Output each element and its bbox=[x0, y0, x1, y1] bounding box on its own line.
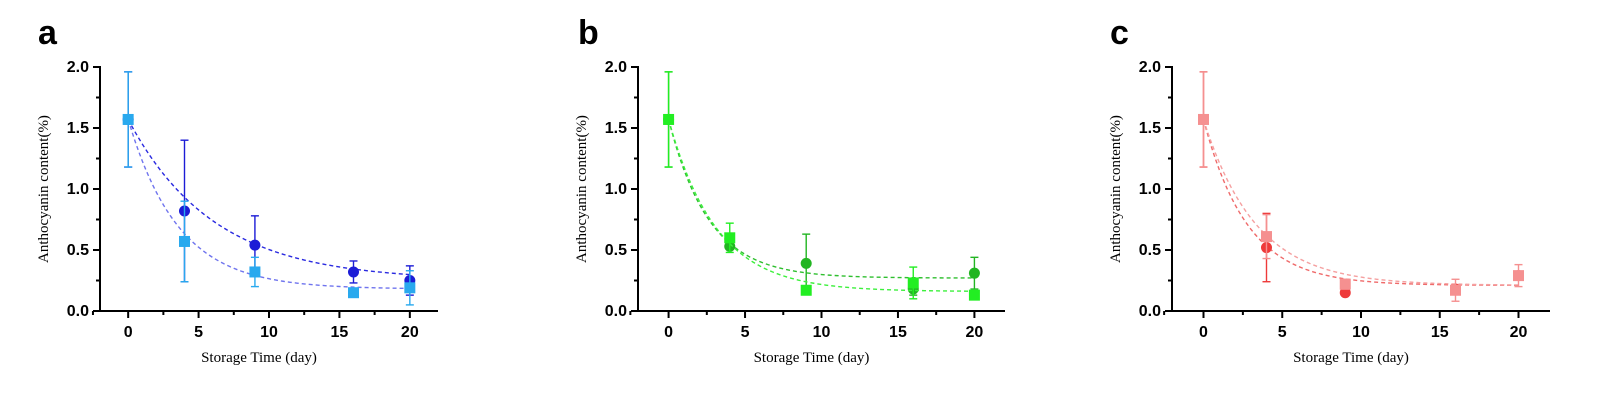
panel-letter: b bbox=[578, 14, 599, 52]
x-tick-label: 15 bbox=[1431, 324, 1449, 341]
fit-curve bbox=[667, 119, 975, 279]
y-tick-label: 1.5 bbox=[1139, 120, 1161, 137]
y-tick-label: 2.0 bbox=[67, 59, 89, 76]
data-point bbox=[800, 257, 812, 269]
data-point bbox=[348, 287, 359, 299]
data-point bbox=[968, 267, 980, 279]
data-point bbox=[1198, 113, 1209, 125]
data-point bbox=[1513, 270, 1524, 282]
series-circle bbox=[1198, 71, 1524, 299]
y-axis-title: Anthocyanin content(%) bbox=[574, 115, 590, 263]
data-point bbox=[724, 232, 736, 244]
data-point bbox=[404, 282, 416, 294]
data-point bbox=[122, 113, 134, 125]
series-square bbox=[122, 71, 416, 306]
data-point bbox=[249, 266, 261, 278]
data-point bbox=[800, 284, 812, 296]
y-tick-label: 1.5 bbox=[605, 120, 627, 137]
data-point bbox=[1450, 284, 1461, 296]
data-point bbox=[1261, 231, 1272, 243]
series-circle bbox=[122, 71, 416, 296]
data-point bbox=[1339, 278, 1351, 290]
y-tick-label: 1.0 bbox=[67, 181, 89, 198]
data-point bbox=[348, 266, 359, 278]
chart-panel-b: b 0.0 0.5 1.0 1.5 2.0 0 5 10 15 20 Storage Time (da… bbox=[574, 14, 1005, 366]
data-point bbox=[249, 239, 261, 251]
fit-curve bbox=[1202, 119, 1519, 286]
y-tick-label: 1.0 bbox=[1139, 181, 1161, 198]
x-tick-label: 0 bbox=[124, 324, 133, 341]
data-point bbox=[179, 235, 190, 247]
y-tick-label: 0.5 bbox=[67, 242, 89, 259]
x-tick-label: 20 bbox=[1510, 324, 1528, 341]
x-tick-label: 15 bbox=[889, 324, 907, 341]
y-tick-label: 0.5 bbox=[605, 242, 627, 259]
x-tick-label: 10 bbox=[260, 324, 278, 341]
x-tick-label: 10 bbox=[813, 324, 831, 341]
y-axis-title: Anthocyanin content(%) bbox=[1108, 115, 1124, 263]
chart-panel-a: a 0.0 0.5 1.0 1.5 2.0 0 5 10 15 20 Storage Time (da… bbox=[36, 14, 438, 366]
fit-curve bbox=[1202, 119, 1519, 286]
y-tick-label: 2.0 bbox=[605, 59, 627, 76]
y-tick-label: 1.0 bbox=[605, 181, 627, 198]
y-tick-label: 1.5 bbox=[67, 120, 89, 137]
data-point bbox=[663, 113, 675, 125]
series-square bbox=[663, 71, 980, 301]
fit-curve bbox=[667, 119, 975, 292]
panel-letter: c bbox=[1110, 14, 1129, 52]
x-axis-title: Storage Time (day) bbox=[1293, 350, 1409, 366]
y-tick-label: 0.0 bbox=[605, 303, 627, 320]
x-tick-label: 5 bbox=[194, 324, 203, 341]
x-tick-label: 20 bbox=[966, 324, 984, 341]
y-tick-label: 2.0 bbox=[1139, 59, 1161, 76]
x-tick-label: 10 bbox=[1352, 324, 1370, 341]
chart-panel-c: c 0.0 0.5 1.0 1.5 2.0 0 5 10 15 20 Storage Time (da… bbox=[1108, 14, 1550, 366]
series-square bbox=[1198, 71, 1524, 302]
x-tick-label: 5 bbox=[741, 324, 750, 341]
fit-curve bbox=[127, 119, 410, 290]
data-point bbox=[1339, 287, 1351, 299]
series-circle bbox=[663, 71, 980, 296]
x-tick-label: 5 bbox=[1278, 324, 1287, 341]
x-axis-title: Storage Time (day) bbox=[201, 350, 317, 366]
y-tick-label: 0.0 bbox=[1139, 303, 1161, 320]
data-point bbox=[907, 277, 919, 289]
y-tick-label: 0.0 bbox=[67, 303, 89, 320]
fit-curve bbox=[127, 119, 410, 276]
panel-letter: a bbox=[38, 14, 58, 52]
data-point bbox=[968, 289, 980, 301]
y-axis-title: Anthocyanin content(%) bbox=[36, 115, 52, 263]
x-tick-label: 0 bbox=[664, 324, 673, 341]
x-tick-label: 0 bbox=[1199, 324, 1208, 341]
x-tick-label: 20 bbox=[401, 324, 419, 341]
x-axis-title: Storage Time (day) bbox=[754, 350, 870, 366]
x-tick-label: 15 bbox=[331, 324, 349, 341]
y-tick-label: 0.5 bbox=[1139, 242, 1161, 259]
